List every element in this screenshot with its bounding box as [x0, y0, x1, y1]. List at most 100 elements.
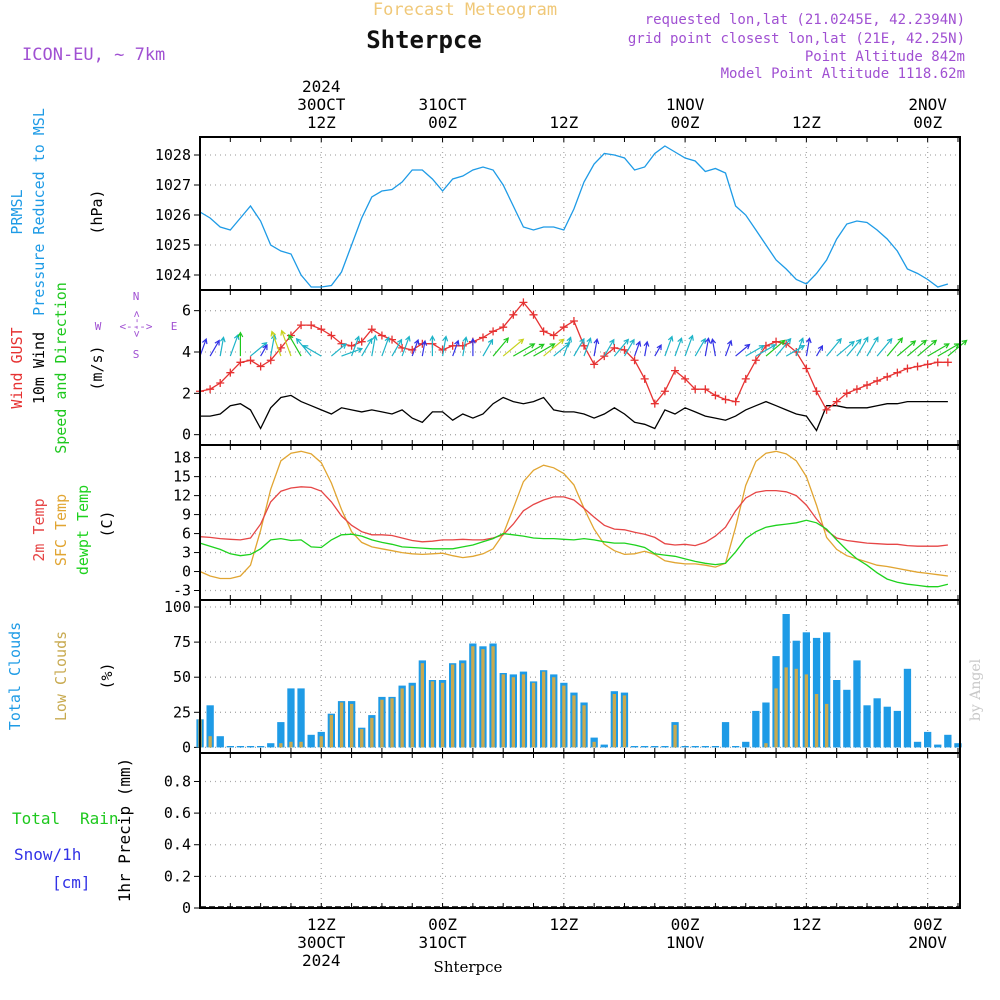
top-time-label: 1NOV	[666, 95, 705, 114]
y-tick-label: 0	[182, 563, 191, 581]
y-tick-label: 18	[173, 449, 191, 467]
panel-frame	[199, 752, 961, 909]
compass-arrow-v: <-->	[130, 310, 143, 337]
wind-direction-arrow	[947, 339, 968, 357]
low-cloud-bar	[784, 667, 788, 748]
gust-marker	[519, 298, 528, 307]
gust-marker	[549, 331, 558, 340]
y-tick-label: 50	[173, 668, 191, 686]
wind-direction-arrow	[361, 337, 373, 357]
low-cloud-bar	[400, 688, 404, 748]
y-tick-label: 0	[182, 738, 191, 756]
gust-marker	[590, 360, 599, 369]
y-tick-label: 1028	[155, 146, 191, 164]
low-cloud-bar	[360, 729, 364, 748]
gust-marker	[701, 385, 710, 394]
gust-marker	[236, 358, 245, 367]
wind-direction-arrow	[469, 337, 476, 357]
precip-total-label: Total	[12, 809, 60, 828]
total-cloud-bar	[246, 746, 255, 748]
wind-direction-arrow	[623, 338, 635, 357]
bottom-time-label: 1NOV	[666, 933, 705, 952]
gust-marker	[943, 358, 952, 367]
wind-direction-arrow	[866, 336, 879, 357]
pressure-unit: (hPa)	[88, 189, 106, 234]
gust-marker	[569, 317, 578, 325]
low-cloud-bar	[794, 668, 798, 748]
footer-station: Shterpce	[434, 958, 503, 976]
wind-direction-arrow	[634, 340, 642, 357]
direction-label: Speed and Direction	[52, 282, 70, 454]
wind-direction-arrow	[280, 329, 292, 357]
y-tick-label: 15	[173, 468, 191, 486]
wind-direction-arrow	[270, 330, 282, 357]
wind-direction-arrow	[917, 339, 938, 357]
y-tick-label: 1025	[155, 236, 191, 254]
total-cloud-bar	[934, 744, 942, 748]
y-tick-label: -3	[173, 582, 191, 600]
total-cloud-bar	[721, 722, 730, 748]
total-cloud-bar	[297, 688, 305, 748]
wind-direction-arrow	[523, 343, 545, 357]
low-cloud-bar	[420, 663, 424, 748]
gust-marker	[297, 321, 306, 330]
top-time-label: 2024	[302, 77, 341, 96]
clouds-unit: (%)	[98, 662, 116, 689]
total-cloud-bar	[257, 746, 265, 748]
low-cloud-bar	[622, 695, 627, 748]
dewpt-temp-label: dewpt Temp	[74, 485, 92, 575]
low-cloud-bar	[804, 674, 808, 748]
wind-direction-arrow	[694, 337, 706, 357]
total-cloud-bar	[307, 734, 315, 748]
panel-4: 0 25 50 75 100	[164, 598, 960, 756]
total-cloud-bar	[701, 746, 709, 748]
top-time-label: 2NOV	[908, 95, 947, 114]
wind-direction-arrow	[785, 345, 806, 357]
wind-direction-arrow	[209, 339, 220, 357]
wind-direction-arrow	[351, 335, 361, 357]
gust-marker	[600, 352, 609, 361]
wind-direction-arrow	[826, 337, 842, 357]
wind-direction-arrow	[543, 338, 565, 357]
top-time-label: 31OCT	[418, 95, 467, 114]
wind-direction-arrow	[603, 338, 615, 357]
total-cloud-bar	[762, 702, 770, 748]
wind-direction-arrow	[462, 336, 469, 357]
wind-direction-arrow	[927, 343, 950, 357]
wind-direction-arrow	[907, 339, 928, 357]
wind-speed-line	[200, 394, 948, 432]
gust-marker	[266, 356, 275, 365]
wind-direction-arrow	[482, 338, 494, 357]
y-tick-label: 4	[182, 343, 191, 361]
wind-direction-arrow	[452, 339, 460, 357]
low-cloud-bar	[774, 688, 778, 748]
top-time-label: 12Z	[549, 113, 578, 132]
y-tick-label: 0.8	[164, 772, 191, 790]
bottom-time-label: 00Z	[428, 915, 457, 934]
temp-2m-label: 2m Temp	[30, 498, 48, 561]
gust-marker	[863, 381, 872, 390]
wind-direction-arrow	[755, 344, 777, 357]
total-cloud-bar	[651, 746, 659, 748]
compass-n: N	[133, 290, 140, 303]
y-tick-label: 9	[182, 506, 191, 524]
y-tick-label: 3	[182, 544, 191, 562]
y-tick-label: 0.2	[164, 867, 191, 885]
wind-direction-arrow	[421, 339, 428, 357]
sfc-temp-label: SFC Temp	[52, 494, 70, 566]
compass-arrow-h: <--->	[119, 320, 152, 333]
wind-direction-arrow	[401, 335, 411, 357]
low-cloud-bar	[339, 702, 344, 748]
wind-direction-arrow	[270, 333, 277, 357]
low-cloud-bar	[764, 743, 768, 748]
requested-coords: requested lon,lat (21.0245E, 42.2394N)	[645, 12, 965, 28]
bottom-time-label: 12Z	[792, 915, 821, 934]
y-tick-label: 0.6	[164, 804, 191, 822]
compass-s: S	[133, 348, 140, 361]
low-cloud-bar	[299, 741, 303, 748]
wind-direction-arrow	[583, 337, 592, 357]
wind-direction-arrow	[199, 337, 208, 357]
low-cloud-bar	[319, 736, 323, 748]
wind-direction-arrow	[886, 337, 904, 357]
y-tick-label: 1027	[155, 176, 191, 194]
